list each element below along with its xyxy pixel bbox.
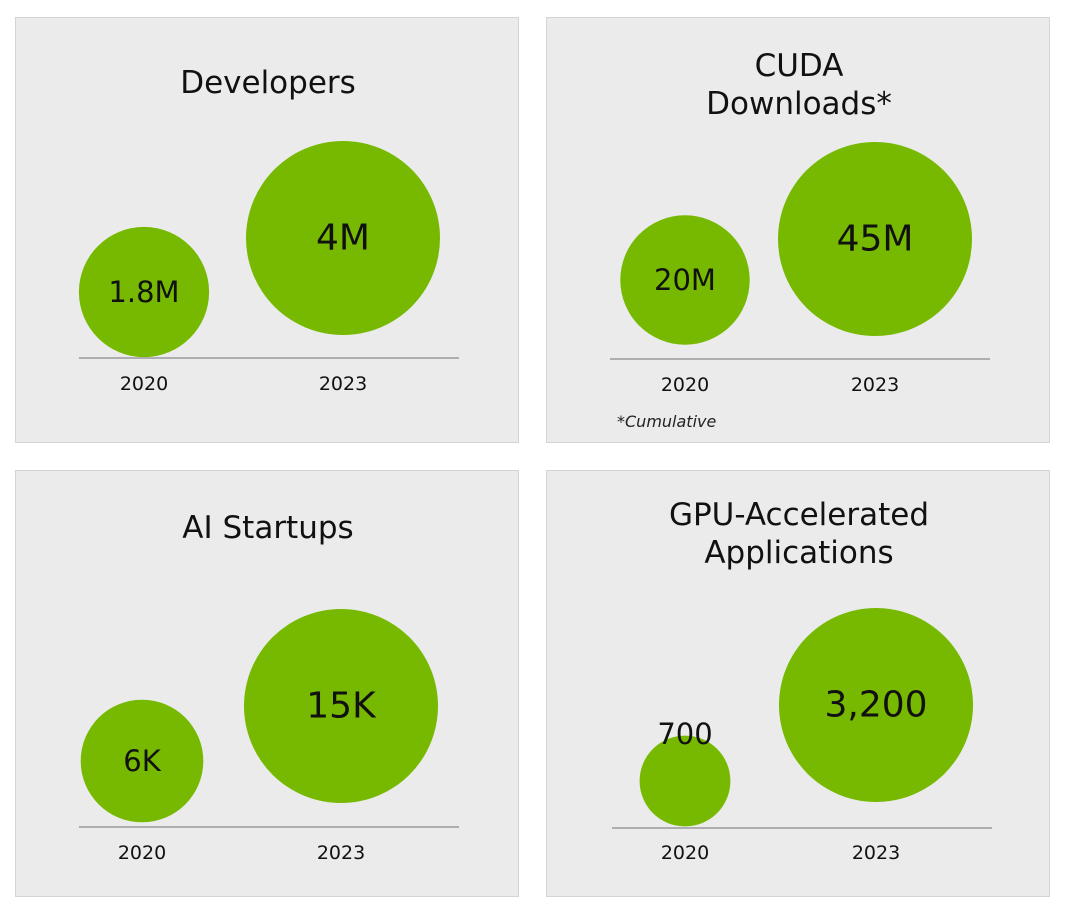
bubble-2023 xyxy=(779,608,973,802)
footnote: *Cumulative xyxy=(617,412,716,431)
chart-title-line-1: CUDA xyxy=(755,48,844,84)
year-label-2023: 2023 xyxy=(319,373,367,395)
developers-panel: Developers 1.8M 4M 2020 2023 xyxy=(15,17,519,443)
year-label-2023: 2023 xyxy=(851,374,899,396)
chart-title-line-1: GPU-Accelerated xyxy=(669,497,929,533)
value-label-2020: 700 xyxy=(657,717,712,751)
developers-chart: Developers 1.8M 4M 2020 2023 xyxy=(78,65,459,395)
year-label-2023: 2023 xyxy=(852,842,900,864)
bubble-2020 xyxy=(620,215,750,345)
bubble-2023 xyxy=(778,142,972,336)
year-label-2020: 2020 xyxy=(661,842,709,864)
bubble-2020 xyxy=(80,699,204,823)
value-label-2020: 1.8M xyxy=(108,275,179,309)
year-label-2020: 2020 xyxy=(118,842,166,864)
value-label-2023: 15K xyxy=(306,686,377,727)
gpu-accelerated-applications-panel: GPU-Accelerated Applications 700 3,200 2… xyxy=(546,470,1050,897)
value-label-2020: 6K xyxy=(123,744,161,778)
year-label-2020: 2020 xyxy=(661,374,709,396)
chart-title-line-2: Downloads* xyxy=(706,86,892,122)
ai-startups-panel: AI Startups 6K 15K 2020 2023 xyxy=(15,470,519,897)
cuda-downloads-panel: CUDA Downloads* 20M 45M 2020 2023 *Cumul… xyxy=(546,17,1050,443)
bubble-2023 xyxy=(246,141,440,335)
value-label-2023: 3,200 xyxy=(824,685,927,726)
year-label-2023: 2023 xyxy=(317,842,365,864)
bubble-2020 xyxy=(78,226,210,358)
bubble-2023 xyxy=(244,609,438,803)
chart-title-line-2: Applications xyxy=(704,535,893,571)
value-label-2023: 4M xyxy=(316,218,370,259)
chart-title-line-1: Developers xyxy=(180,65,356,101)
cuda-downloads-chart: CUDA Downloads* 20M 45M 2020 2023 *Cumul… xyxy=(610,48,990,431)
chart-title-line-1: AI Startups xyxy=(182,510,353,546)
ai-startups-chart: AI Startups 6K 15K 2020 2023 xyxy=(79,510,459,864)
value-label-2020: 20M xyxy=(654,263,716,297)
bubble-2020 xyxy=(639,735,731,827)
year-label-2020: 2020 xyxy=(120,373,168,395)
gpu-accelerated-applications-chart: GPU-Accelerated Applications 700 3,200 2… xyxy=(612,497,992,864)
value-label-2023: 45M xyxy=(837,219,914,260)
